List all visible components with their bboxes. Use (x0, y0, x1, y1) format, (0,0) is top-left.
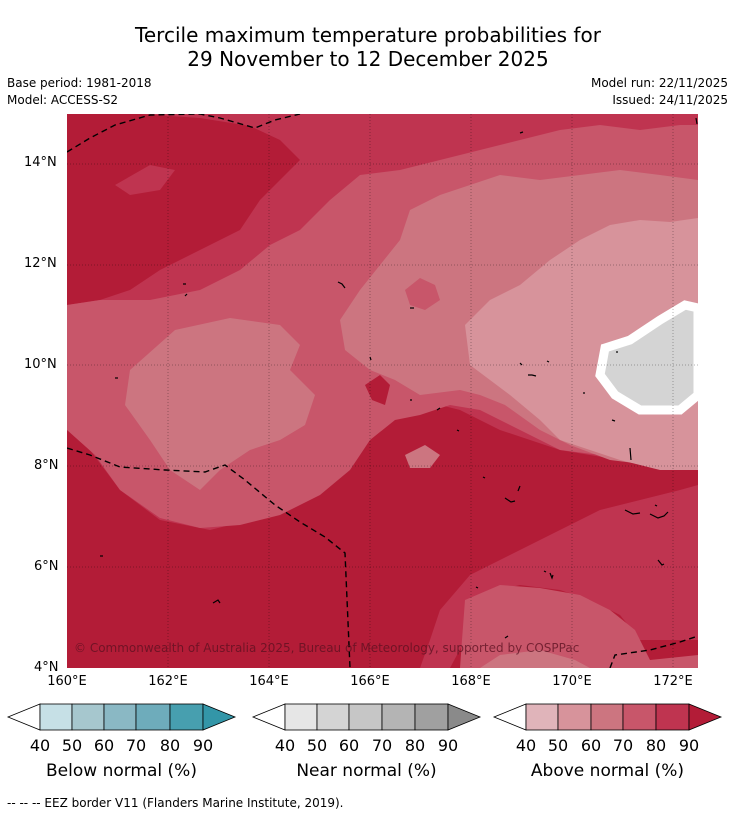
below-tick: 50 (61, 736, 83, 755)
lat-label-4n: 4°N (34, 660, 59, 675)
colorbar-above (492, 703, 723, 731)
lat-label-8n: 8°N (34, 458, 59, 473)
above-90-islet (365, 375, 390, 405)
above-tick: 50 (547, 736, 569, 755)
below-tick: 90 (192, 736, 214, 755)
above-80-region (115, 165, 175, 195)
near-tick: 80 (404, 736, 426, 755)
lat-label-12n: 12°N (24, 256, 57, 271)
below-tick: 80 (159, 736, 181, 755)
near-tick: 40 (274, 736, 296, 755)
near-tick: 60 (338, 736, 360, 755)
lat-label-6n: 6°N (34, 559, 59, 574)
above-60-region (480, 650, 590, 668)
below-tick: 60 (93, 736, 115, 755)
near-tick: 50 (306, 736, 328, 755)
map-contours (67, 114, 698, 668)
below-tick: 70 (125, 736, 147, 755)
lat-label-14n: 14°N (24, 155, 57, 170)
issued-date: Issued: 24/11/2025 (612, 93, 728, 107)
near-normal-label: Near normal (%) (296, 761, 437, 781)
map-copyright: © Commonwealth of Australia 2025, Bureau… (74, 641, 580, 655)
above-normal-label: Above normal (%) (530, 761, 685, 781)
near-tick: 90 (437, 736, 459, 755)
lon-label-166e: 166°E (350, 674, 390, 689)
model-run: Model run: 22/11/2025 (590, 76, 728, 90)
island-outlines (100, 117, 698, 639)
chart-title-line1: Tercile maximum temperature probabilitie… (135, 23, 601, 47)
lon-label-162e: 162°E (148, 674, 188, 689)
above-tick: 90 (678, 736, 700, 755)
chart-title-line2: 29 November to 12 December 2025 (187, 47, 549, 71)
lat-label-10n: 10°N (24, 357, 57, 372)
above-tick: 40 (515, 736, 537, 755)
model-name: Model: ACCESS-S2 (7, 93, 119, 107)
lon-label-164e: 164°E (249, 674, 289, 689)
above-70-islet (405, 278, 440, 310)
above-tick: 70 (612, 736, 634, 755)
below-normal-label: Below normal (%) (46, 761, 197, 781)
colorbar-below (6, 703, 237, 731)
colorbar-near (251, 703, 482, 731)
above-60-region (405, 445, 440, 468)
lon-label-170e: 170°E (552, 674, 592, 689)
base-period: Base period: 1981-2018 (7, 76, 152, 90)
above-tick: 80 (645, 736, 667, 755)
above-60-region (125, 318, 315, 490)
lon-label-172e: 172°E (653, 674, 693, 689)
map-gridlines (67, 114, 698, 668)
lon-label-160e: 160°E (47, 674, 87, 689)
near-tick: 70 (371, 736, 393, 755)
eez-footnote: -- -- -- EEZ border V11 (Flanders Marine… (7, 796, 344, 810)
below-tick: 40 (29, 736, 51, 755)
above-tick: 60 (580, 736, 602, 755)
near-normal-region (595, 300, 698, 415)
eez-border (67, 114, 698, 668)
above-70-region (460, 585, 698, 668)
lon-label-168e: 168°E (451, 674, 491, 689)
